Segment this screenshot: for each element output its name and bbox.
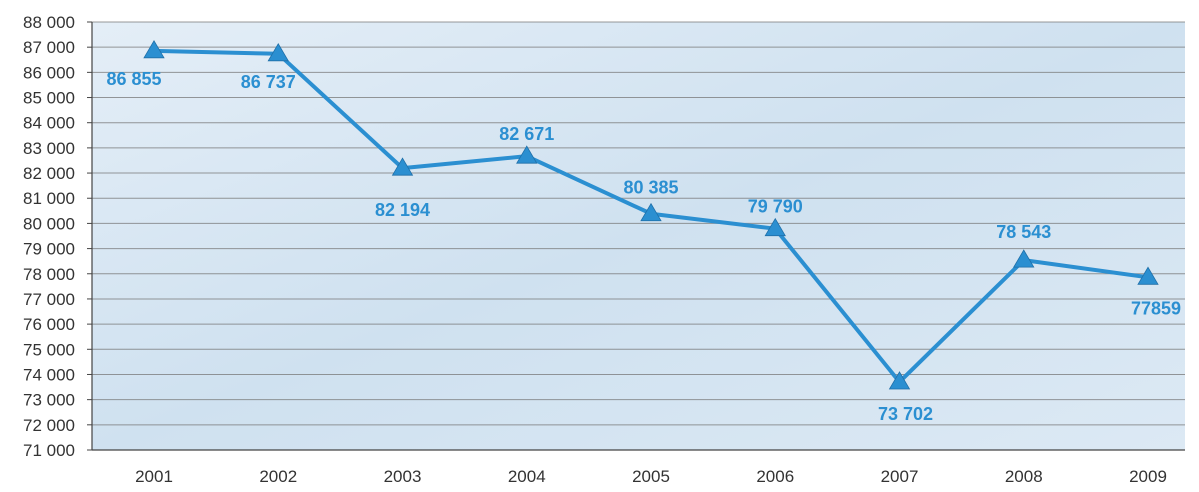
data-point-marker bbox=[764, 217, 786, 237]
x-tick-label: 2009 bbox=[1129, 467, 1167, 486]
markers bbox=[143, 40, 1159, 390]
data-label: 79 790 bbox=[748, 197, 803, 217]
x-tick-label: 2002 bbox=[259, 467, 297, 486]
y-tick-label: 77 000 bbox=[23, 290, 75, 309]
data-label: 86 855 bbox=[106, 69, 161, 89]
data-point-marker bbox=[888, 371, 911, 390]
y-tick-label: 81 000 bbox=[23, 189, 75, 208]
data-label: 82 194 bbox=[375, 200, 430, 220]
y-tick-label: 75 000 bbox=[23, 340, 75, 359]
data-point-marker bbox=[1013, 249, 1035, 268]
x-axis-ticks: 2001 2002 2003 2004 2005 2006 2007 2008 2009 bbox=[135, 467, 1167, 486]
data-label: 80 385 bbox=[623, 178, 678, 198]
data-point-marker bbox=[391, 157, 414, 176]
data-point-marker bbox=[267, 43, 289, 62]
data-point-marker bbox=[143, 40, 165, 59]
x-tick-label: 2004 bbox=[508, 467, 546, 486]
gridlines bbox=[92, 21, 1185, 426]
data-label: 82 671 bbox=[499, 124, 554, 144]
data-point-marker bbox=[516, 145, 538, 164]
data-labels: 86 855 86 737 82 194 82 671 80 385 79 790 73 7… bbox=[106, 69, 1181, 424]
y-tick-label: 84 000 bbox=[23, 114, 75, 133]
x-tick-label: 2007 bbox=[881, 467, 919, 486]
data-point-marker bbox=[640, 202, 662, 222]
y-tick-label: 87 000 bbox=[23, 38, 75, 57]
x-tick-label: 2008 bbox=[1005, 467, 1043, 486]
y-tick-label: 73 000 bbox=[23, 391, 75, 410]
data-label: 77859 bbox=[1131, 298, 1181, 318]
y-tick-label: 82 000 bbox=[23, 164, 75, 183]
y-tick-label: 78 000 bbox=[23, 265, 75, 284]
axes bbox=[91, 22, 1185, 451]
y-tick-label: 88 000 bbox=[23, 13, 75, 32]
y-tick-label: 76 000 bbox=[23, 315, 75, 334]
data-label: 78 543 bbox=[996, 222, 1051, 242]
y-tick-label: 80 000 bbox=[23, 214, 75, 233]
data-label: 73 702 bbox=[878, 404, 933, 424]
y-tick-label: 74 000 bbox=[23, 365, 75, 384]
y-tick-label: 85 000 bbox=[23, 89, 75, 108]
y-tick-label: 86 000 bbox=[23, 63, 75, 82]
y-tick-label: 83 000 bbox=[23, 139, 75, 158]
data-label: 86 737 bbox=[241, 72, 296, 92]
x-tick-label: 2001 bbox=[135, 467, 173, 486]
y-tick-label: 79 000 bbox=[23, 240, 75, 259]
plot-area bbox=[92, 22, 1185, 450]
data-point-marker bbox=[1137, 266, 1159, 285]
y-tick-label: 71 000 bbox=[23, 441, 75, 460]
x-tick-label: 2006 bbox=[756, 467, 794, 486]
y-axis-ticks: 71 000 72 000 73 000 74 000 75 000 76 000 77 0… bbox=[23, 13, 92, 460]
y-tick-label: 72 000 bbox=[23, 416, 75, 435]
x-tick-label: 2003 bbox=[384, 467, 422, 486]
x-tick-label: 2005 bbox=[632, 467, 670, 486]
